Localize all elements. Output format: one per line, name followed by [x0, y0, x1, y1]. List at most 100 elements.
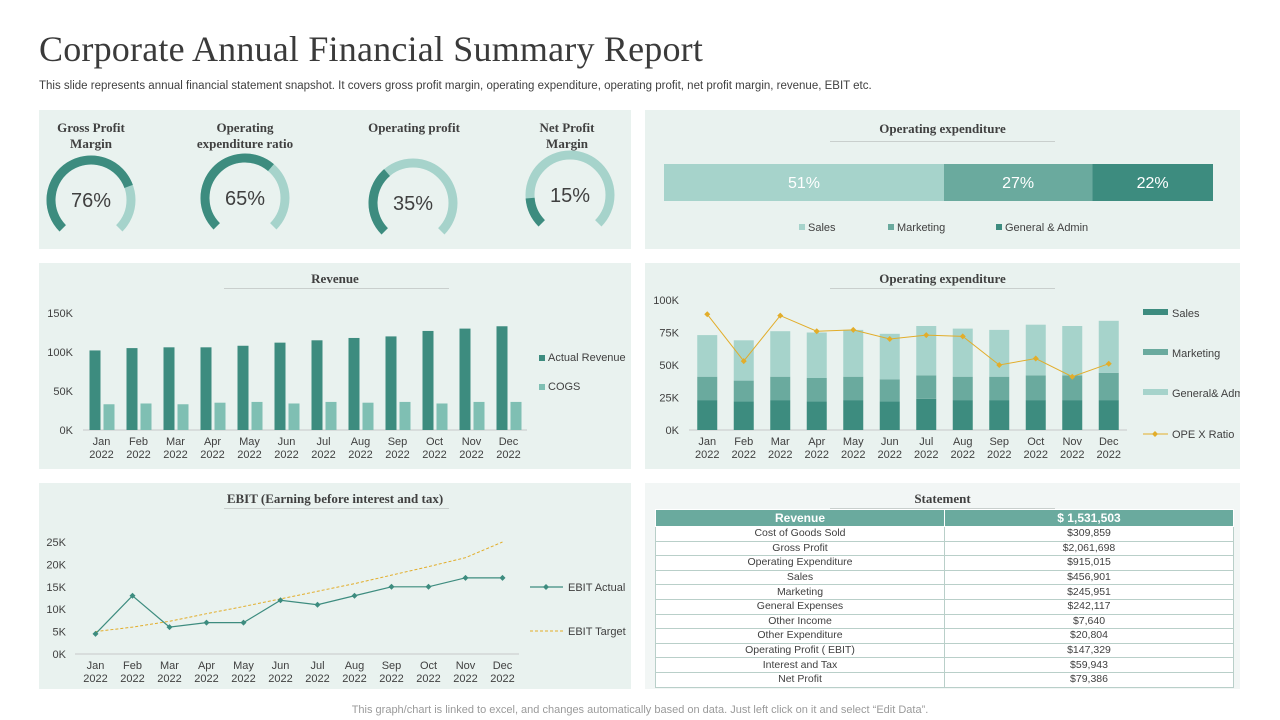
table-row: Operating Expenditure $915,015 — [655, 555, 1234, 571]
opex-stack-segment — [1062, 326, 1083, 376]
x-tick-label: May — [843, 436, 864, 448]
ebit-actual-point — [277, 597, 284, 604]
title-divider — [830, 141, 1055, 142]
legend-marker — [543, 584, 549, 590]
revenue-bar — [348, 337, 360, 430]
x-tick-label: Jan — [87, 660, 105, 672]
statement-item-value: $2,061,698 — [944, 540, 1234, 557]
x-tick-label: Oct — [1027, 436, 1044, 448]
title-divider — [224, 288, 449, 289]
legend-swatch — [799, 224, 805, 230]
opex-stack-segment — [806, 332, 827, 378]
footer-note: This graph/chart is linked to excel, and… — [351, 704, 929, 716]
opex-stack-segment — [916, 398, 937, 430]
opex-stack-segment — [733, 380, 754, 402]
revenue-title: Revenue — [311, 271, 359, 286]
x-tick-label: Feb — [123, 660, 142, 672]
revenue-bar — [510, 401, 522, 430]
statement-item-value: $147,329 — [944, 642, 1234, 659]
y-tick-label: 75K — [659, 328, 679, 340]
y-tick-label: 50K — [659, 360, 679, 372]
statement-item-value: $245,951 — [944, 584, 1234, 600]
ebit-actual-point — [240, 619, 247, 626]
ebit-title: EBIT (Earning before interest and tax) — [226, 491, 444, 506]
x-tick-label: May — [233, 660, 254, 672]
opex-stack-segment — [770, 331, 791, 377]
statement-header-value: $ 1,531,503 — [944, 509, 1234, 527]
legend-label: EBIT Actual — [568, 582, 625, 594]
x-tick-label: Sep — [388, 436, 408, 448]
revenue-bar — [422, 330, 434, 430]
statement-item-label: Sales — [655, 569, 945, 586]
x-tick-label: May — [239, 436, 260, 448]
opex-stack-segment — [879, 333, 900, 380]
statement-item-label: Other Expenditure — [655, 628, 945, 644]
y-tick-label: 0K — [60, 425, 74, 437]
x-tick-label: Jul — [310, 660, 324, 672]
x-tick-label: Apr — [204, 436, 221, 448]
share-bar-1 — [943, 164, 1093, 201]
opex-ratio-point — [1032, 355, 1039, 362]
legend-label: Marketing — [897, 222, 945, 234]
page-title: Corporate Annual Financial Summary Repor… — [39, 29, 704, 69]
legend-swatch — [888, 224, 894, 230]
revenue-bar — [288, 403, 300, 430]
opex-monthly-panel: Operating expenditure 0K 25K 50K 75K 100K Jan… — [645, 263, 1240, 469]
x-tick-label: 2022 — [126, 449, 150, 461]
opex-ratio-line — [706, 313, 1109, 378]
gauge-value: 35% — [393, 193, 433, 215]
opex-stack-segment — [916, 326, 937, 376]
gauge-value: 76% — [71, 190, 111, 212]
x-tick-label: 2022 — [878, 449, 902, 461]
statement-item-label: Net Profit — [655, 671, 945, 688]
x-tick-label: 2022 — [379, 673, 403, 685]
statement-item-label: Operating Profit ( EBIT) — [655, 642, 945, 659]
y-tick-label: 150K — [47, 308, 73, 320]
opex-stack-segment — [916, 375, 937, 399]
x-tick-label: Dec — [499, 436, 519, 448]
ebit-actual-line — [95, 577, 503, 635]
statement-header-row: Revenue $ 1,531,503 — [655, 509, 1234, 527]
ebit-chart: 0K5K10K15K20K25KJan2022Feb2022Mar2022Apr… — [46, 537, 625, 685]
x-tick-label: 2022 — [157, 673, 181, 685]
revenue-bar — [436, 403, 448, 430]
x-tick-label: 2022 — [951, 449, 975, 461]
legend-label: General & Admin — [1005, 222, 1088, 234]
legend-marker — [1152, 431, 1158, 437]
opex-stack-segment — [879, 401, 900, 430]
statement-item-value: $59,943 — [944, 657, 1234, 673]
x-tick-label: Nov — [1062, 436, 1082, 448]
opex-monthly-title: Operating expenditure — [879, 271, 1006, 286]
ebit-actual-point — [92, 630, 99, 637]
x-tick-label: Jun — [881, 436, 899, 448]
legend-swatch — [539, 384, 545, 390]
y-tick-label: 25K — [659, 393, 679, 405]
legend-swatch — [1143, 309, 1168, 315]
x-tick-label: Jul — [316, 436, 330, 448]
x-tick-label: 2022 — [268, 673, 292, 685]
x-tick-label: 2022 — [459, 449, 483, 461]
y-tick-label: 100K — [653, 295, 679, 307]
x-tick-label: 2022 — [342, 673, 366, 685]
x-tick-label: Aug — [351, 436, 371, 448]
opex-share-chart: 51% 27% 22% Sales Marketing General & Admin — [664, 164, 1213, 234]
statement-item-label: Marketing — [655, 584, 945, 600]
revenue-bar — [237, 345, 249, 430]
y-tick-label: 5K — [53, 627, 67, 639]
opex-stack-segment — [770, 376, 791, 401]
x-tick-label: 2022 — [274, 449, 298, 461]
gauge-fill — [368, 169, 391, 235]
x-tick-label: 2022 — [768, 449, 792, 461]
legend-label: Marketing — [1172, 348, 1220, 360]
statement-header-label: Revenue — [655, 509, 945, 527]
table-row: Gross Profit $2,061,698 — [655, 540, 1234, 557]
x-tick-label: Sep — [382, 660, 402, 672]
legend-swatch — [1143, 349, 1168, 355]
revenue-bar — [473, 401, 485, 430]
table-row: Operating Profit ( EBIT) $147,329 — [655, 642, 1234, 659]
statement-table: Revenue $ 1,531,503 Cost of Goods Sold $3… — [655, 509, 1234, 688]
statement-item-label: Interest and Tax — [655, 657, 945, 673]
x-tick-label: 2022 — [385, 449, 409, 461]
opex-stack-segment — [843, 400, 864, 430]
x-tick-label: 2022 — [732, 449, 756, 461]
